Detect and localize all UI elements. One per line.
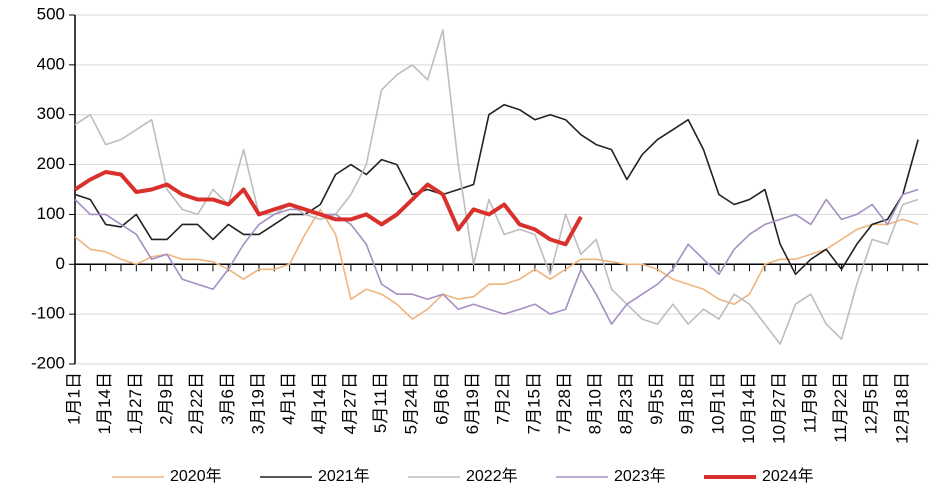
x-tick-label: 11月22日: [831, 372, 850, 443]
series-line: [74, 103, 919, 276]
x-tick-label: 4月1日: [279, 372, 298, 425]
y-tick-label: 500: [37, 4, 65, 23]
x-tick-label: 3月6日: [218, 372, 237, 425]
series-line: [73, 170, 583, 247]
x-tick-label: 4月14日: [310, 372, 329, 434]
x-tick-label: 9月5日: [647, 372, 666, 425]
x-tick-label: 7月15日: [524, 372, 543, 434]
x-tick-label: 3月19日: [248, 372, 267, 434]
x-tick-label: 10月14日: [739, 372, 758, 444]
legend-label: 2022年: [466, 467, 518, 485]
x-tick-label: 4月27日: [340, 372, 359, 434]
y-tick-label: 200: [37, 154, 65, 173]
x-tick-label: 2月9日: [156, 372, 175, 425]
legend-label: 2023年: [614, 467, 666, 485]
series-line: [74, 29, 919, 345]
legend-label: 2021年: [318, 467, 370, 485]
x-tick-label: 11月9日: [800, 372, 819, 433]
x-tick-label: 12月5日: [862, 372, 881, 434]
legend-label: 2024年: [762, 467, 814, 485]
y-tick-label: 0: [56, 254, 65, 273]
x-tick-label: 8月23日: [616, 372, 635, 434]
y-tick-label: 400: [37, 54, 65, 73]
x-tick-label: 1月27日: [126, 372, 145, 434]
x-tick-label: 6月19日: [463, 372, 482, 434]
x-tick-label: 9月18日: [678, 372, 697, 434]
x-tick-label: 10月27日: [770, 372, 789, 444]
x-tick-label: 7月2日: [494, 372, 513, 425]
y-tick-label: -200: [31, 353, 65, 372]
y-tick-label: 100: [37, 204, 65, 223]
x-tick-label: 5月24日: [402, 372, 421, 434]
x-tick-label: 12月18日: [892, 372, 911, 444]
x-tick-label: 10月1日: [708, 372, 727, 434]
y-tick-label: 300: [37, 104, 65, 123]
x-tick-label: 8月10日: [586, 372, 605, 434]
legend-label: 2020年: [170, 467, 222, 485]
y-tick-label: -100: [31, 304, 65, 323]
x-tick-label: 6月6日: [432, 372, 451, 425]
x-tick-label: 1月14日: [95, 372, 114, 434]
x-tick-label: 2月22日: [187, 372, 206, 434]
series-line: [74, 208, 919, 320]
series-line: [74, 188, 919, 325]
x-tick-label: 5月11日: [371, 372, 390, 433]
x-tick-label: 1月1日: [64, 372, 83, 425]
x-tick-label: 7月28日: [555, 372, 574, 434]
